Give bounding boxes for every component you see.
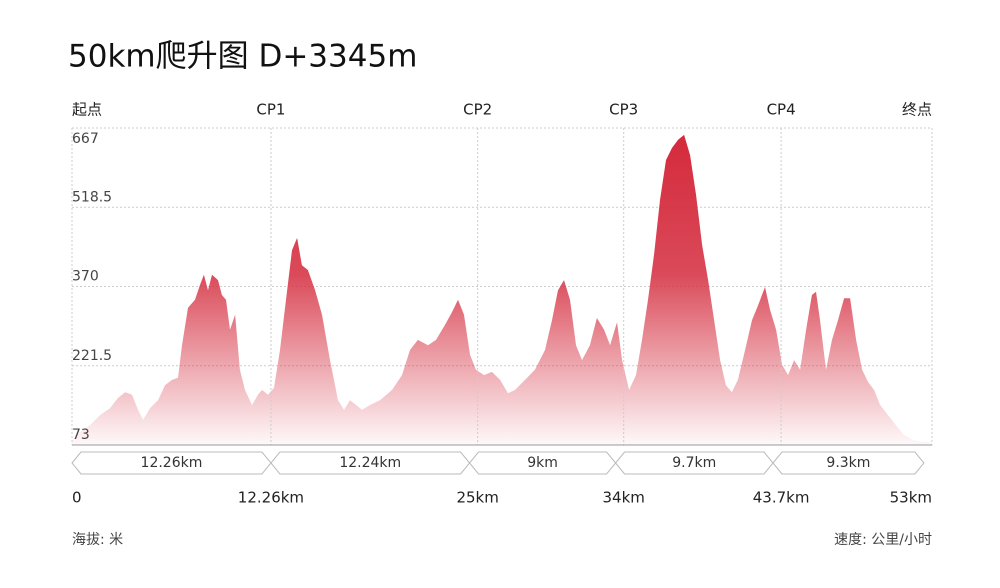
x-tick-label: 12.26km [238, 489, 304, 507]
segment-label: 9km [527, 455, 558, 471]
speed-unit: 速度: 公里/小时 [834, 532, 932, 548]
checkpoint-label: CP3 [609, 101, 638, 119]
x-tick-label: 43.7km [753, 489, 810, 507]
y-tick-label: 518.5 [72, 189, 112, 205]
checkpoint-label: 起点 [72, 101, 102, 119]
x-tick-label: 0 [72, 489, 82, 507]
segment-label: 12.24km [339, 455, 401, 471]
chart-title: 50km爬升图 D+3345m [68, 39, 417, 75]
checkpoint-label: CP1 [256, 101, 285, 119]
checkpoint-label: 终点 [902, 101, 932, 119]
checkpoint-label: CP4 [767, 101, 796, 119]
segment-label: 12.26km [141, 455, 203, 471]
segment-label: 9.3km [826, 455, 870, 471]
y-tick-label: 370 [72, 269, 99, 285]
y-tick-label: 221.5 [72, 348, 112, 364]
y-tick-label: 667 [72, 131, 99, 147]
checkpoint-label: CP2 [463, 101, 492, 119]
y-unit: 海拔: 米 [72, 532, 123, 548]
x-tick-label: 34km [603, 489, 645, 507]
elevation-area [72, 134, 932, 445]
segment-arrow [772, 451, 925, 475]
segment-label: 9.7km [672, 455, 716, 471]
x-tick-label: 25km [456, 489, 498, 507]
x-tick-label: 53km [890, 489, 932, 507]
